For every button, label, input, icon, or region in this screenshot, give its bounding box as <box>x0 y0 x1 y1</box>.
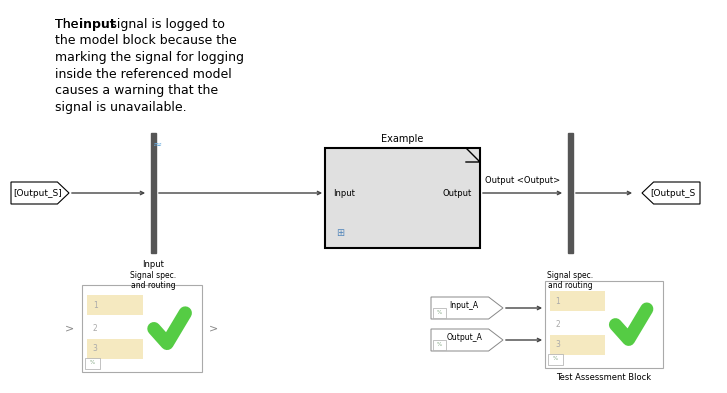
Text: %: % <box>437 342 442 347</box>
FancyBboxPatch shape <box>433 307 446 318</box>
Text: %: % <box>553 356 558 362</box>
Bar <box>82 285 202 372</box>
Bar <box>550 335 605 355</box>
Polygon shape <box>11 182 69 204</box>
Text: 3: 3 <box>93 344 97 353</box>
Text: 1: 1 <box>555 297 561 306</box>
Text: Output <Output>: Output <Output> <box>485 176 560 185</box>
Text: Signal spec.
and routing: Signal spec. and routing <box>547 271 593 290</box>
Text: input: input <box>79 18 116 31</box>
Text: [Output_S]: [Output_S] <box>13 189 62 198</box>
Text: Input: Input <box>333 189 355 198</box>
Bar <box>550 314 605 334</box>
Text: >: > <box>65 323 75 334</box>
Text: 3: 3 <box>555 340 561 349</box>
Text: %: % <box>437 310 442 315</box>
Bar <box>87 296 143 316</box>
Bar <box>87 318 143 338</box>
Polygon shape <box>431 297 503 319</box>
Text: 2: 2 <box>555 320 561 329</box>
FancyBboxPatch shape <box>433 340 446 349</box>
Bar <box>545 281 663 368</box>
Bar <box>325 148 480 248</box>
Polygon shape <box>431 329 503 351</box>
Text: [Output_S: [Output_S <box>651 189 696 198</box>
Text: Input: Input <box>142 260 164 269</box>
FancyBboxPatch shape <box>547 353 563 364</box>
Text: Output_A: Output_A <box>446 333 482 342</box>
Bar <box>150 133 156 253</box>
Text: ≈: ≈ <box>153 140 161 150</box>
Text: Input_A: Input_A <box>449 301 478 310</box>
Text: >: > <box>209 323 219 334</box>
Bar <box>87 339 143 359</box>
Text: ⊞: ⊞ <box>336 228 344 238</box>
Text: Example: Example <box>382 134 424 144</box>
Text: The: The <box>55 18 82 31</box>
Text: 1: 1 <box>93 301 97 310</box>
Polygon shape <box>642 182 700 204</box>
Text: The        signal is logged to
the model block because the
marking the signal fo: The signal is logged to the model block … <box>55 18 244 114</box>
FancyBboxPatch shape <box>84 358 100 369</box>
Text: %: % <box>89 360 95 365</box>
Text: Output: Output <box>443 189 472 198</box>
Text: Test Assessment Block: Test Assessment Block <box>556 373 651 382</box>
Text: Signal spec.
and routing: Signal spec. and routing <box>130 271 176 290</box>
Text: 2: 2 <box>93 323 97 332</box>
Bar <box>550 292 605 311</box>
Bar <box>568 133 572 253</box>
